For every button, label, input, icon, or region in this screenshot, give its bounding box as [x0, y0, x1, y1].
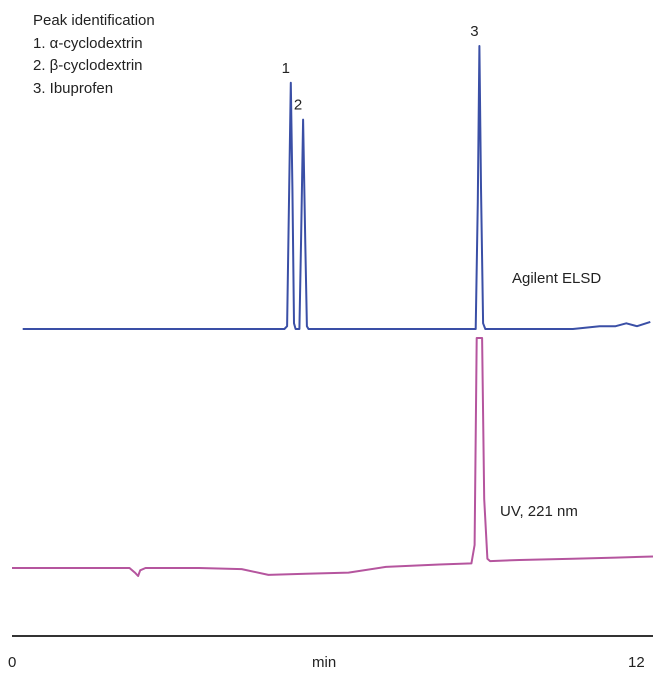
series-line-elsd [22, 45, 651, 330]
peak-label-2: 2 [294, 97, 302, 114]
x-tick-0: 0 [8, 654, 17, 671]
series-line-uv [12, 337, 654, 577]
series-label-uv: UV, 221 nm [500, 503, 578, 520]
legend-item-1: 1. α-cyclodextrin [33, 34, 143, 52]
legend-item-2: 2. β-cyclodextrin [33, 57, 143, 74]
peak-label-1: 1 [282, 60, 290, 77]
peak-identification-legend: Peak identification 1. α-cyclodextrin 2.… [33, 10, 155, 100]
legend-item-3: 3. Ibuprofen [33, 79, 114, 97]
x-axis-label: min [312, 654, 337, 671]
series-label-elsd: Agilent ELSD [512, 270, 602, 287]
legend-title: Peak identification [33, 12, 155, 29]
plot-area: 1 2 3 [12, 23, 654, 577]
peak-label-3: 3 [470, 23, 478, 40]
x-tick-12: 12 [628, 654, 645, 671]
